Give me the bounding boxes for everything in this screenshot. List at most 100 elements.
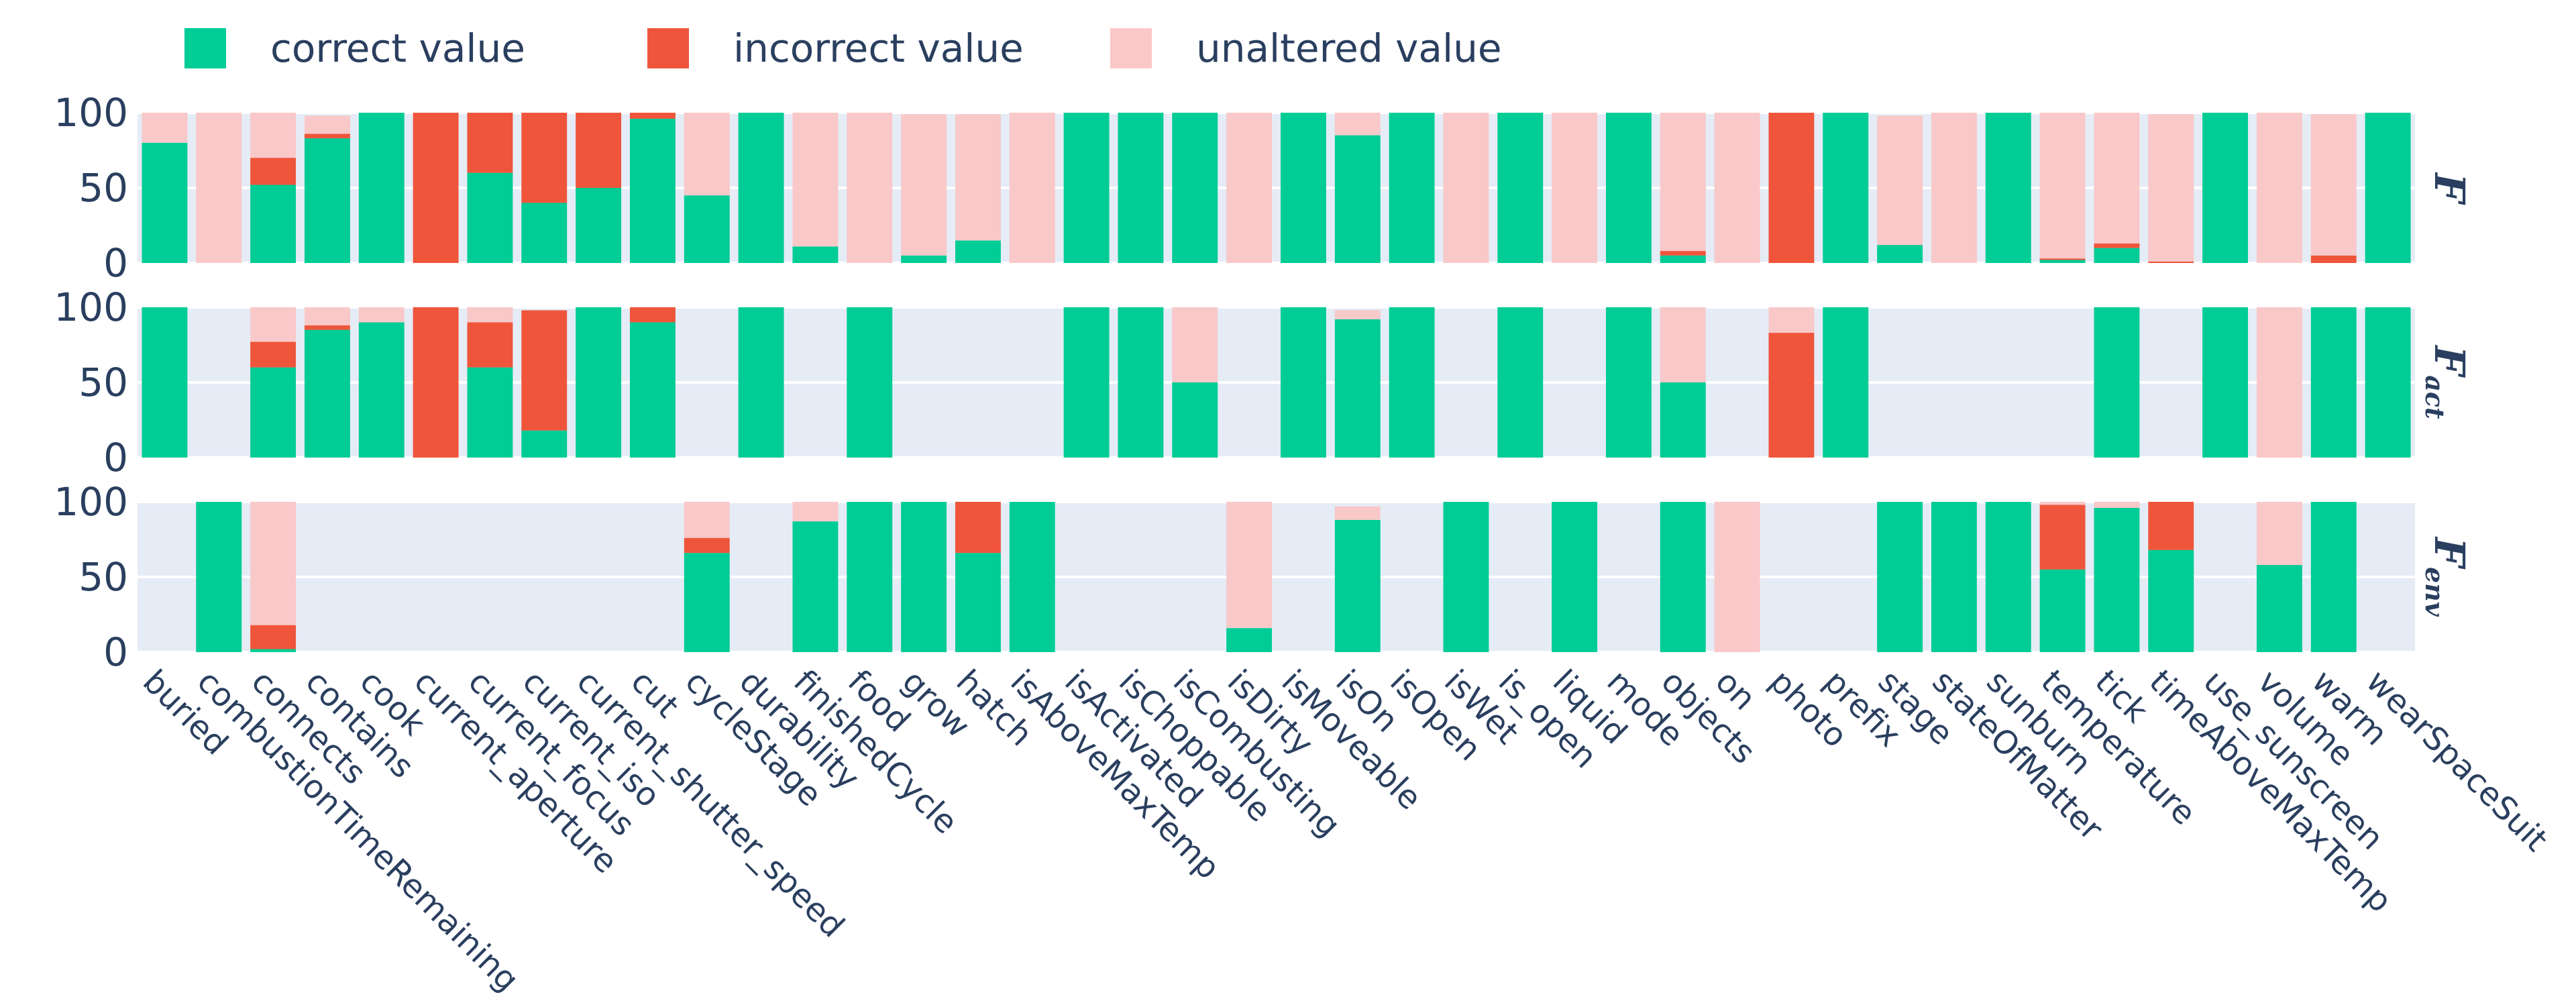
y-tick-label: 100 <box>54 90 128 136</box>
bar-correct-value-isCombusting <box>1172 113 1218 263</box>
bar-correct-value-isAboveMaxTemp <box>1009 502 1055 652</box>
bar-correct-value-prefix <box>1823 113 1869 263</box>
bar-unaltered-value-cycleStage <box>684 113 730 196</box>
bar-unaltered-value-temperature <box>2039 502 2086 505</box>
bar-unaltered-value-hatch <box>955 114 1001 241</box>
bar-incorrect-value-current_iso <box>521 113 568 203</box>
bar-unaltered-value-connects <box>250 113 297 158</box>
bar-correct-value-current_shutter_speed <box>576 188 622 263</box>
legend-label-correct-value: correct value <box>270 25 525 71</box>
bar-correct-value-grow <box>901 502 947 652</box>
bar-unaltered-value-objects <box>1660 307 1706 382</box>
bar-correct-value-buried <box>142 142 188 263</box>
bar-correct-value-stage <box>1877 502 1923 652</box>
bar-correct-value-connects <box>250 185 297 263</box>
bar-correct-value-finishedCycle <box>792 521 839 652</box>
bar-correct-value-is_open <box>1497 307 1544 458</box>
bar-unaltered-value-warm <box>2310 114 2357 256</box>
bar-correct-value-current_iso <box>521 430 568 458</box>
bar-correct-value-isOn <box>1334 135 1381 263</box>
chart-legend: correct value incorrect value unaltered va… <box>184 25 1502 71</box>
y-tick-label: 0 <box>103 240 128 286</box>
bar-correct-value-objects <box>1660 255 1706 263</box>
bar-unaltered-value-cycleStage <box>684 502 730 538</box>
bar-correct-value-isOn <box>1334 319 1381 458</box>
bar-unaltered-value-photo <box>1768 307 1815 333</box>
bar-correct-value-isMoveable <box>1280 307 1326 458</box>
bar-incorrect-value-current_focus <box>467 322 513 368</box>
bar-correct-value-isActivated <box>1063 307 1110 458</box>
bar-unaltered-value-isOn <box>1334 310 1381 319</box>
bar-correct-value-prefix <box>1823 307 1869 458</box>
bar-correct-value-isOpen <box>1389 113 1435 263</box>
bar-unaltered-value-isWet <box>1443 113 1489 263</box>
bar-correct-value-isWet <box>1443 502 1489 652</box>
bar-unaltered-value-tick <box>2094 502 2140 508</box>
y-tick-label: 100 <box>54 479 128 525</box>
bar-unaltered-value-combustionTimeRemaining <box>196 113 242 263</box>
bar-incorrect-value-tick <box>2094 243 2140 248</box>
facet-label-act: Fact <box>2420 344 2474 419</box>
bar-unaltered-value-finishedCycle <box>792 113 839 247</box>
bar-unaltered-value-liquid <box>1552 113 1598 263</box>
panel-all: 0 50 100 F <box>54 90 2474 286</box>
bar-unaltered-value-stateOfMatter <box>1931 113 1977 263</box>
bar-unaltered-value-isDirty <box>1226 113 1273 263</box>
bar-unaltered-value-on <box>1714 502 1760 652</box>
bar-unaltered-value-volume <box>2256 113 2302 263</box>
bar-unaltered-value-isOn <box>1334 506 1381 520</box>
bar-correct-value-connects <box>250 649 297 652</box>
y-tick-label: 50 <box>78 165 128 211</box>
bar-unaltered-value-cook <box>358 307 405 323</box>
bar-unaltered-value-food <box>847 113 893 263</box>
bar-correct-value-connects <box>250 367 297 458</box>
y-tick-label: 0 <box>103 629 128 675</box>
bar-correct-value-isChoppable <box>1118 307 1164 458</box>
bar-correct-value-isDirty <box>1226 628 1273 652</box>
bar-correct-value-isOn <box>1334 519 1381 652</box>
bar-incorrect-value-timeAboveMaxTemp <box>2148 502 2194 550</box>
bar-correct-value-cycleStage <box>684 553 730 652</box>
bar-incorrect-value-current_shutter_speed <box>576 113 622 188</box>
bar-correct-value-tick <box>2094 507 2140 652</box>
bar-correct-value-hatch <box>955 553 1001 652</box>
bar-unaltered-value-volume <box>2256 307 2302 458</box>
bar-correct-value-temperature <box>2039 569 2086 652</box>
y-tick-label: 50 <box>78 554 128 600</box>
bar-incorrect-value-current_aperture <box>413 113 459 263</box>
bar-unaltered-value-timeAboveMaxTemp <box>2148 114 2194 262</box>
bar-correct-value-wearSpaceSuit <box>2365 113 2411 263</box>
facet-label-env: Fenv <box>2420 536 2474 617</box>
bar-correct-value-objects <box>1660 382 1706 458</box>
bar-incorrect-value-current_aperture <box>413 307 459 458</box>
bar-unaltered-value-connects <box>250 307 297 342</box>
bar-unaltered-value-on <box>1714 113 1760 263</box>
bar-correct-value-timeAboveMaxTemp <box>2148 549 2194 652</box>
bar-incorrect-value-current_focus <box>467 113 513 173</box>
bar-correct-value-finishedCycle <box>792 246 839 263</box>
bar-correct-value-cut <box>629 118 676 263</box>
bar-unaltered-value-isAboveMaxTemp <box>1009 113 1055 263</box>
bar-correct-value-hatch <box>955 240 1001 263</box>
bar-correct-value-current_focus <box>467 367 513 458</box>
bar-correct-value-food <box>847 307 893 458</box>
bar-correct-value-sunburn <box>1985 502 2031 652</box>
bar-correct-value-isChoppable <box>1118 113 1164 263</box>
bar-unaltered-value-connects <box>250 502 297 625</box>
x-axis-category-labels: buriedcombustionTimeRemainingconnectscon… <box>136 663 2555 999</box>
bar-correct-value-current_iso <box>521 203 568 263</box>
bar-unaltered-value-isDirty <box>1226 502 1273 629</box>
facet-label-all: F <box>2425 172 2474 205</box>
chart-panels: 0 50 100 F 0 50 100 Fact 0 50 100 Fenv <box>54 90 2474 675</box>
bar-unaltered-value-current_focus <box>467 307 513 323</box>
bar-incorrect-value-temperature <box>2039 258 2086 260</box>
bar-correct-value-warm <box>2310 502 2357 652</box>
bar-incorrect-value-timeAboveMaxTemp <box>2148 261 2194 263</box>
bar-correct-value-durability <box>738 113 784 263</box>
bar-correct-value-volume <box>2256 565 2302 652</box>
bar-incorrect-value-connects <box>250 341 297 368</box>
bar-correct-value-isOpen <box>1389 307 1435 458</box>
bar-correct-value-grow <box>901 255 947 263</box>
bar-correct-value-wearSpaceSuit <box>2365 307 2411 458</box>
bar-unaltered-value-isCombusting <box>1172 307 1218 382</box>
